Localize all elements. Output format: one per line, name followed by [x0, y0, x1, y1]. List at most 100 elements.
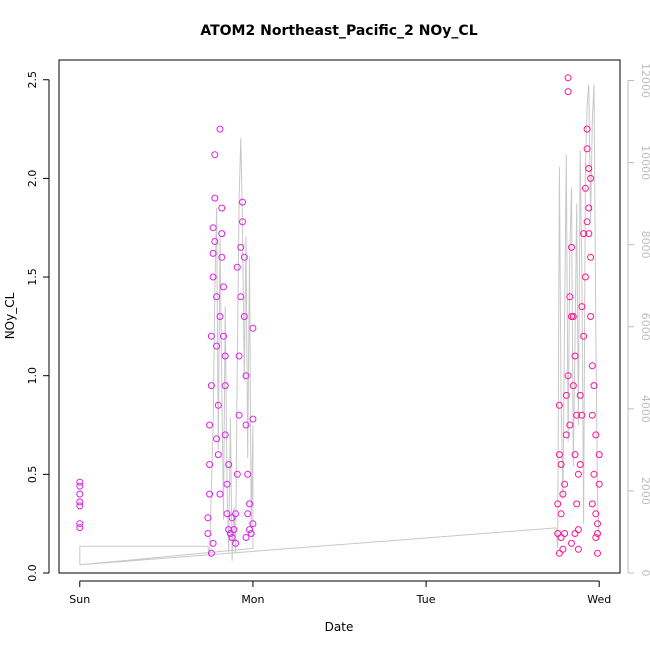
data-point — [221, 352, 229, 360]
data-point — [246, 526, 253, 534]
data-point — [214, 401, 222, 409]
x-axis-label: Date — [325, 620, 354, 634]
data-point — [235, 352, 243, 360]
data-point — [235, 411, 243, 419]
data-point — [213, 342, 221, 350]
data-point — [554, 530, 562, 537]
data-point — [587, 174, 595, 182]
data-point — [249, 520, 257, 528]
data-point — [576, 391, 584, 399]
data-point — [566, 293, 574, 301]
data-point — [590, 470, 598, 478]
data-point — [76, 498, 84, 506]
data-point — [213, 435, 221, 443]
data-point — [209, 539, 217, 547]
y2-tick-label: 2000 — [639, 477, 650, 505]
data-point — [232, 510, 240, 518]
data-point — [220, 283, 227, 291]
data-point — [574, 545, 582, 553]
x-tick-label: Wed — [587, 593, 611, 606]
y-axis-left: 0.0 0.5 1.0 1.5 2.0 2.5 — [26, 71, 50, 582]
data-point — [594, 520, 601, 528]
y2-tick-label: 10000 — [639, 145, 650, 180]
y-tick-label: 2.5 — [26, 71, 39, 89]
data-point — [225, 461, 233, 468]
y2-tick-label: 6000 — [639, 313, 650, 341]
plot-area — [58, 59, 621, 574]
data-point — [240, 313, 248, 320]
data-point — [209, 249, 217, 257]
data-point — [221, 431, 229, 439]
data-point — [223, 510, 231, 518]
data-point — [574, 470, 582, 478]
y2-tick-label: 12000 — [639, 63, 650, 98]
data-point — [76, 478, 84, 486]
data-point — [76, 482, 84, 490]
y-tick-label: 0.5 — [26, 466, 39, 484]
data-point — [559, 490, 567, 498]
series-1 — [76, 125, 257, 557]
data-point — [211, 194, 219, 202]
data-point — [573, 411, 581, 419]
data-point — [585, 204, 593, 212]
data-point — [566, 421, 574, 429]
data-point — [588, 411, 596, 419]
data-point — [233, 263, 241, 271]
data-point — [237, 293, 245, 301]
y-tick-label: 2.0 — [26, 170, 39, 188]
data-point — [580, 332, 588, 340]
data-point — [568, 243, 575, 251]
y-axis-label: NOy_CL — [3, 292, 17, 339]
y2-tick-label: 8000 — [639, 231, 650, 259]
data-point — [213, 293, 221, 301]
data-point — [211, 238, 219, 245]
data-point — [571, 451, 579, 459]
data-point — [239, 218, 246, 226]
data-point — [239, 198, 246, 206]
y2-tick-label: 4000 — [639, 395, 650, 423]
data-point — [588, 362, 596, 370]
data-point — [557, 534, 565, 541]
data-point — [242, 372, 250, 380]
data-point — [218, 230, 226, 238]
data-point — [581, 184, 589, 192]
data-point — [220, 332, 227, 340]
data-point — [561, 480, 569, 488]
data-point — [218, 204, 226, 212]
data-point — [214, 451, 222, 459]
data-point — [246, 500, 253, 508]
data-point — [223, 480, 231, 488]
data-point — [216, 313, 224, 320]
data-point — [237, 243, 245, 251]
data-point — [585, 165, 593, 172]
y-axis-right: 0 2000 4000 6000 8000 10000 12000 — [627, 63, 650, 577]
y2-tick-label: 0 — [639, 570, 650, 577]
data-point — [226, 530, 234, 537]
data-point — [568, 313, 575, 320]
altitude-line — [79, 84, 600, 566]
data-point — [595, 480, 603, 488]
data-point — [595, 451, 603, 459]
data-point — [221, 382, 229, 390]
data-point — [562, 431, 570, 439]
plot-frame — [58, 59, 621, 574]
data-point — [557, 510, 565, 518]
data-point — [564, 88, 572, 96]
data-point — [557, 461, 565, 468]
data-point — [585, 230, 593, 238]
data-point — [242, 421, 250, 429]
series-2 — [554, 74, 603, 557]
data-point — [76, 524, 84, 532]
data-point — [573, 500, 581, 508]
data-point — [555, 451, 563, 459]
data-point — [225, 526, 233, 534]
data-point — [232, 539, 240, 547]
x-tick-label: Sun — [69, 593, 90, 606]
data-point — [564, 74, 572, 82]
data-point — [247, 530, 255, 537]
data-point — [576, 461, 584, 468]
data-point — [206, 421, 214, 429]
data-point — [555, 549, 563, 557]
data-point — [592, 534, 600, 541]
